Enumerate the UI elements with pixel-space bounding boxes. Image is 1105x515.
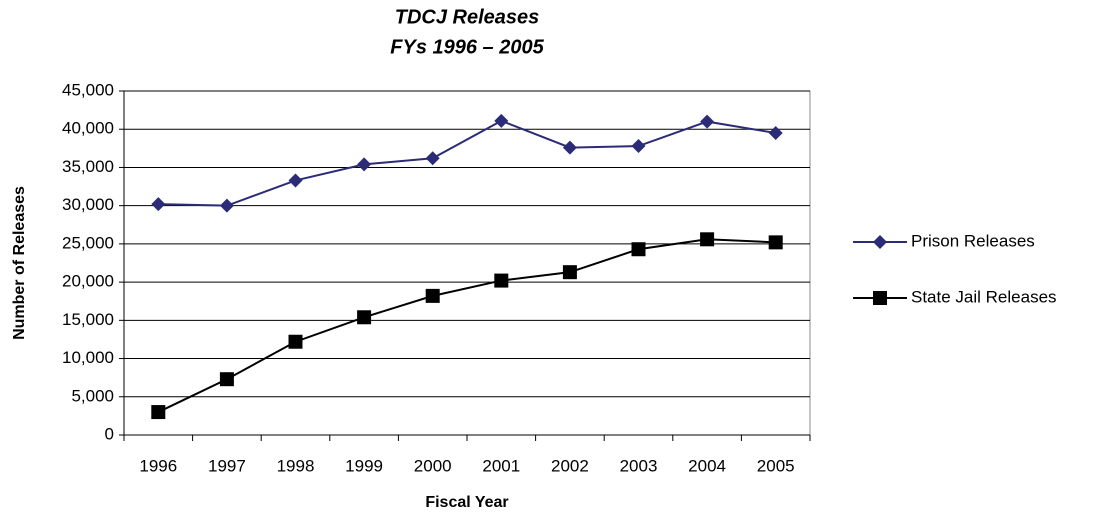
y-tick-label: 45,000 <box>62 80 114 99</box>
x-tick-label: 2005 <box>757 456 795 475</box>
x-tick-label: 1997 <box>208 456 246 475</box>
x-tick-label: 2004 <box>688 456 726 475</box>
series-line <box>158 119 776 207</box>
data-point <box>631 139 646 154</box>
data-point <box>151 197 166 212</box>
data-point <box>219 372 234 387</box>
x-axis-title: Fiscal Year <box>425 494 508 511</box>
data-point <box>700 232 715 247</box>
x-tick-label: 2001 <box>482 456 520 475</box>
y-tick-label: 25,000 <box>62 233 114 252</box>
data-point <box>288 334 303 349</box>
y-tick-label: 0 <box>105 424 114 443</box>
data-point <box>219 198 234 213</box>
y-tick-label: 30,000 <box>62 195 114 214</box>
data-point <box>151 405 166 420</box>
chart-subtitle: FYs 1996 – 2005 <box>390 36 544 58</box>
data-point <box>631 242 646 257</box>
data-point <box>357 310 372 325</box>
x-tick-label: 1998 <box>277 456 315 475</box>
legend-marker <box>873 291 887 305</box>
data-point <box>562 265 577 280</box>
data-point <box>494 113 509 128</box>
x-tick-label: 2002 <box>551 456 589 475</box>
y-tick-label: 10,000 <box>62 348 114 367</box>
chart-title: TDCJ Releases <box>395 6 540 28</box>
y-tick-label: 20,000 <box>62 272 114 291</box>
y-tick-label: 40,000 <box>62 119 114 138</box>
x-tick-label: 2000 <box>414 456 452 475</box>
y-tick-label: 15,000 <box>62 310 114 329</box>
legend-label: Prison Releases <box>911 231 1035 250</box>
data-point <box>768 235 783 250</box>
data-point <box>700 114 715 129</box>
y-tick-label: 5,000 <box>71 386 114 405</box>
data-point <box>768 126 783 141</box>
x-tick-label: 2003 <box>620 456 658 475</box>
legend-marker <box>873 235 887 249</box>
data-point <box>425 151 440 166</box>
data-point <box>425 288 440 303</box>
data-point <box>288 173 303 188</box>
series-line <box>157 238 776 413</box>
data-point <box>562 140 577 155</box>
x-tick-label: 1996 <box>139 456 177 475</box>
legend-label: State Jail Releases <box>911 287 1057 306</box>
x-tick-label: 1999 <box>345 456 383 475</box>
data-point <box>494 273 509 288</box>
data-point <box>357 157 372 172</box>
y-tick-label: 35,000 <box>62 157 114 176</box>
y-axis-title: Number of Releases <box>11 186 28 340</box>
